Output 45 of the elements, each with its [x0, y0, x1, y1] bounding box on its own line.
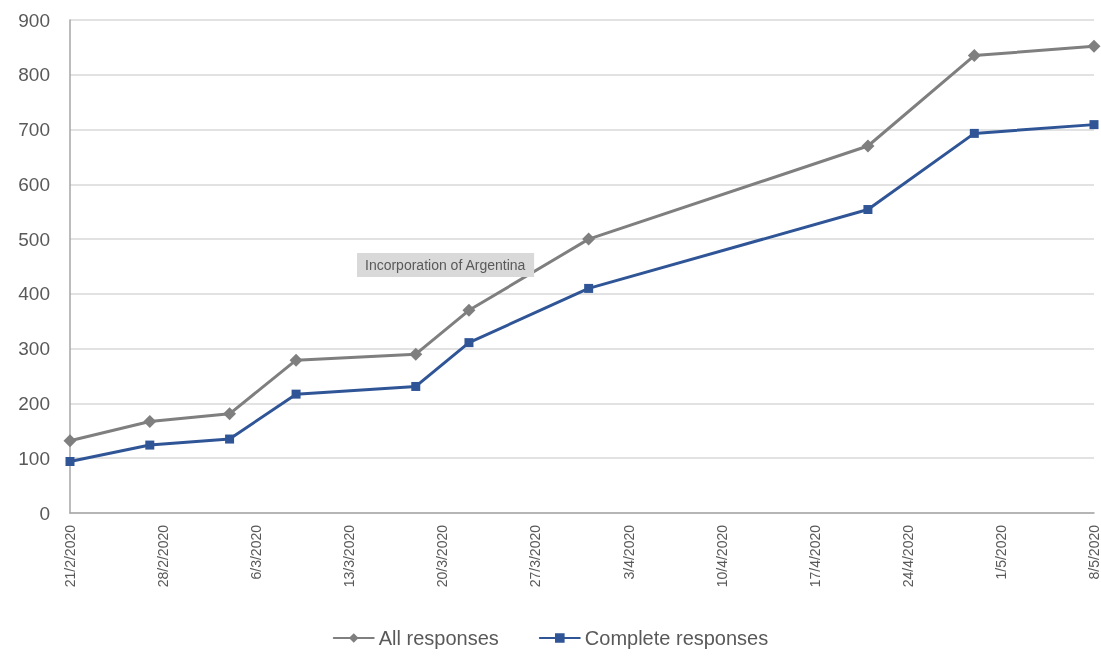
x-tick-label: 17/4/2020	[806, 524, 823, 588]
x-tick-label: 20/3/2020	[434, 524, 451, 588]
legend-label: All responses	[378, 627, 499, 649]
y-tick-label: 500	[18, 228, 50, 250]
y-tick-label: 100	[18, 447, 50, 469]
x-tick-label: 24/4/2020	[899, 524, 916, 588]
point	[464, 338, 474, 348]
x-tick-label: 27/3/2020	[527, 524, 544, 588]
x-tick-label: 6/3/2020	[248, 524, 265, 580]
point	[861, 139, 875, 153]
point	[409, 347, 423, 361]
x-tick-label: 13/3/2020	[341, 524, 358, 588]
point	[289, 353, 303, 367]
point	[411, 381, 421, 391]
point	[223, 407, 237, 421]
y-tick-label: 900	[18, 9, 50, 31]
point	[143, 415, 157, 429]
point	[63, 434, 77, 448]
point	[1089, 120, 1099, 130]
y-tick-label: 400	[18, 283, 50, 305]
point	[967, 49, 981, 63]
x-tick-label: 21/2/2020	[62, 524, 78, 588]
legend-label: Complete responses	[584, 627, 769, 649]
x-tick-label: 1/5/2020	[992, 524, 1009, 580]
x-tick-label: 28/2/2020	[155, 524, 172, 588]
point	[291, 389, 301, 399]
point	[225, 434, 235, 444]
point	[584, 283, 594, 293]
point	[65, 457, 75, 467]
point	[582, 232, 596, 246]
x-tick-label: 8/5/2020	[1086, 524, 1101, 580]
annotation: Incorporation of Argentina	[365, 257, 526, 273]
point	[1087, 39, 1101, 53]
y-tick-label: 0	[39, 502, 50, 524]
y-tick-label: 800	[18, 64, 50, 86]
y-tick-label: 300	[18, 338, 50, 360]
x-tick-label: 3/4/2020	[620, 524, 637, 580]
y-tick-label: 600	[18, 173, 50, 195]
y-tick-label: 200	[18, 392, 50, 414]
point	[863, 205, 873, 215]
y-tick-label: 700	[18, 119, 50, 141]
point	[969, 128, 979, 138]
x-tick-label: 10/4/2020	[713, 524, 730, 588]
point	[462, 303, 476, 317]
point	[145, 440, 155, 450]
